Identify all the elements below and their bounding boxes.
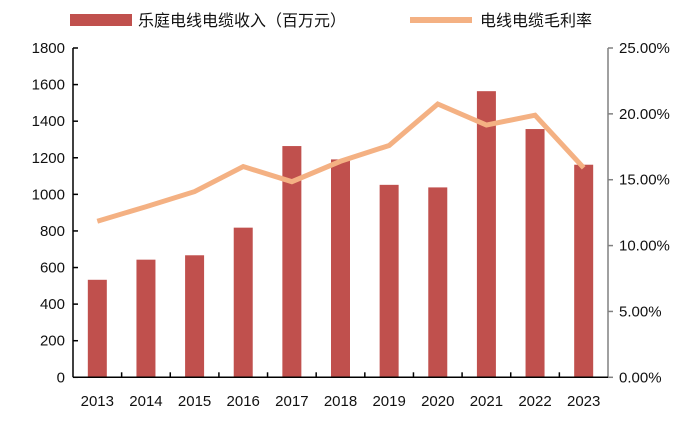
right-tick-label: 0.00% <box>619 369 662 386</box>
left-tick-label: 1400 <box>32 113 65 130</box>
left-tick-label: 1800 <box>32 40 65 57</box>
left-tick-label: 1000 <box>32 186 65 203</box>
left-tick-label: 0 <box>57 369 65 386</box>
right-tick-label: 20.00% <box>619 106 670 123</box>
bar-2023 <box>574 165 593 378</box>
x-tick-label: 2017 <box>275 393 308 410</box>
left-tick-label: 200 <box>40 333 65 350</box>
bar-2014 <box>136 260 155 378</box>
x-tick-label: 2021 <box>470 393 503 410</box>
bar-2020 <box>428 187 447 377</box>
x-tick-label: 2014 <box>129 393 162 410</box>
bar-2022 <box>526 129 545 377</box>
bar-2015 <box>185 255 204 377</box>
x-tick-label: 2022 <box>518 393 551 410</box>
left-tick-label: 1600 <box>32 77 65 94</box>
legend-label-margin: 电线电缆毛利率 <box>480 12 592 30</box>
bar-2019 <box>380 185 399 377</box>
left-tick-label: 800 <box>40 223 65 240</box>
right-tick-label: 10.00% <box>619 238 670 255</box>
legend: 乐庭电线电缆收入（百万元） 电线电缆毛利率 <box>70 12 592 30</box>
right-tick-label: 5.00% <box>619 303 662 320</box>
x-tick-label: 2018 <box>324 393 357 410</box>
x-tick-label: 2013 <box>81 393 114 410</box>
left-tick-label: 600 <box>40 260 65 277</box>
bar-2018 <box>331 159 350 377</box>
right-tick-label: 15.00% <box>619 172 670 189</box>
bar-2013 <box>88 280 107 378</box>
legend-label-revenue: 乐庭电线电缆收入（百万元） <box>138 12 346 30</box>
x-tick-label: 2019 <box>372 393 405 410</box>
bar-2016 <box>234 228 253 378</box>
legend-swatch-revenue <box>70 14 132 26</box>
left-tick-label: 1200 <box>32 150 65 167</box>
bar-2021 <box>477 91 496 377</box>
right-tick-label: 25.00% <box>619 40 670 57</box>
x-tick-label: 2023 <box>567 393 600 410</box>
x-tick-label: 2020 <box>421 393 454 410</box>
left-tick-label: 400 <box>40 296 65 313</box>
x-tick-label: 2016 <box>227 393 260 410</box>
x-tick-label: 2015 <box>178 393 211 410</box>
